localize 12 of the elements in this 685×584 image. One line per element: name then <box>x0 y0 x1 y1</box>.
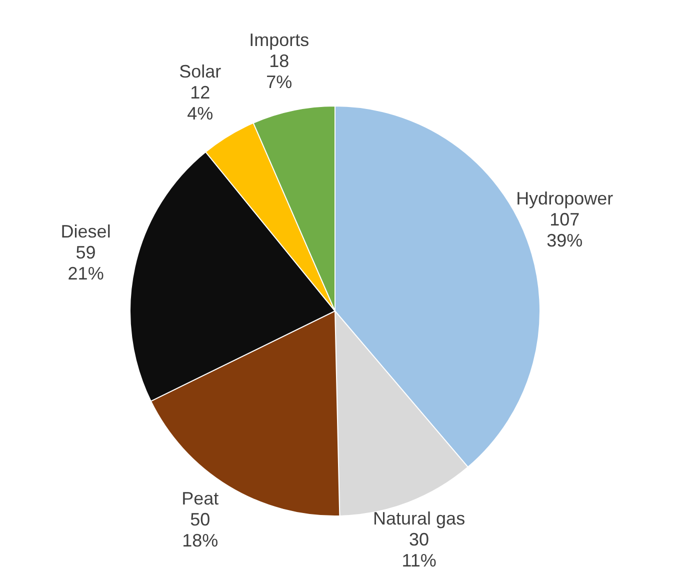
data-label: 50 18% <box>182 510 218 551</box>
data-label: 59 21% <box>68 242 104 284</box>
slice-label: Natural gas <box>373 508 466 529</box>
slice-label: Imports <box>249 30 310 50</box>
data-label: 30 11% <box>402 530 436 571</box>
slice-label: Diesel <box>60 221 111 242</box>
data-label: 18 7% <box>266 51 292 92</box>
data-label: 12 4% <box>187 82 214 124</box>
data-label: 107 39% <box>546 210 583 251</box>
slice-label: Peat <box>182 488 219 509</box>
slice-label: Solar <box>179 61 222 82</box>
slice-label: Hydropower <box>516 188 614 209</box>
